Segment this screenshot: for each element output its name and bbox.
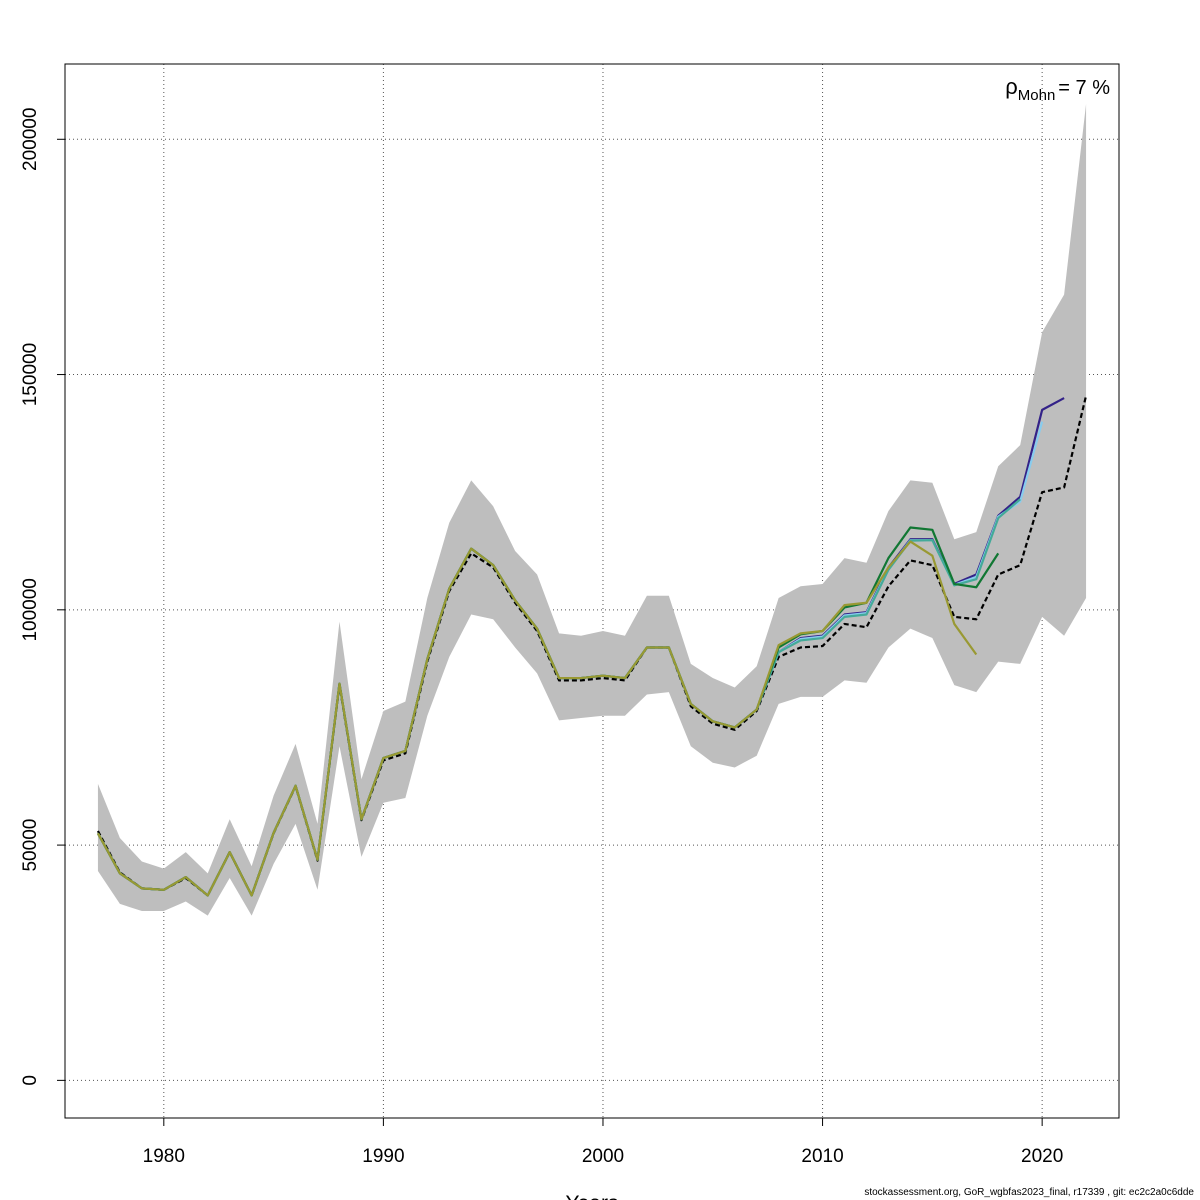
rho-value: = 7 % [1058, 77, 1110, 99]
series-lines [96, 395, 1088, 897]
x-tick-label: 2020 [1021, 1146, 1063, 1167]
x-tick-label: 2010 [801, 1146, 843, 1167]
x-axis: 1980 1990 2000 2010 2020 [143, 1118, 1063, 1167]
mohn-rho-annotation: ρMohn = 7 % [1005, 74, 1110, 104]
y-tick-label: 0 [20, 1075, 41, 1086]
y-tick-label: 100000 [20, 578, 41, 641]
plot-frame [64, 63, 1120, 1119]
y-tick-label: 150000 [20, 343, 41, 406]
confidence-band [97, 103, 1087, 916]
series-line-1 [96, 395, 1088, 897]
rho-symbol: ρ [1005, 74, 1018, 99]
series-line-6 [96, 540, 978, 897]
y-axis: 0 50000 100000 150000 200000 [20, 108, 65, 1086]
x-tick-label: 1990 [362, 1146, 404, 1167]
x-tick-label: 1980 [143, 1146, 185, 1167]
y-tick-label: 50000 [20, 819, 41, 872]
x-axis-title: Years [566, 1192, 619, 1200]
y-tick-label: 200000 [20, 108, 41, 171]
footer-source: stockassessment.org, GoR_wgbfas2023_fina… [864, 1187, 1194, 1198]
x-tick-label: 2000 [582, 1146, 624, 1167]
rho-subscript: Mohn [1018, 87, 1056, 104]
confidence-band-area [97, 103, 1087, 916]
